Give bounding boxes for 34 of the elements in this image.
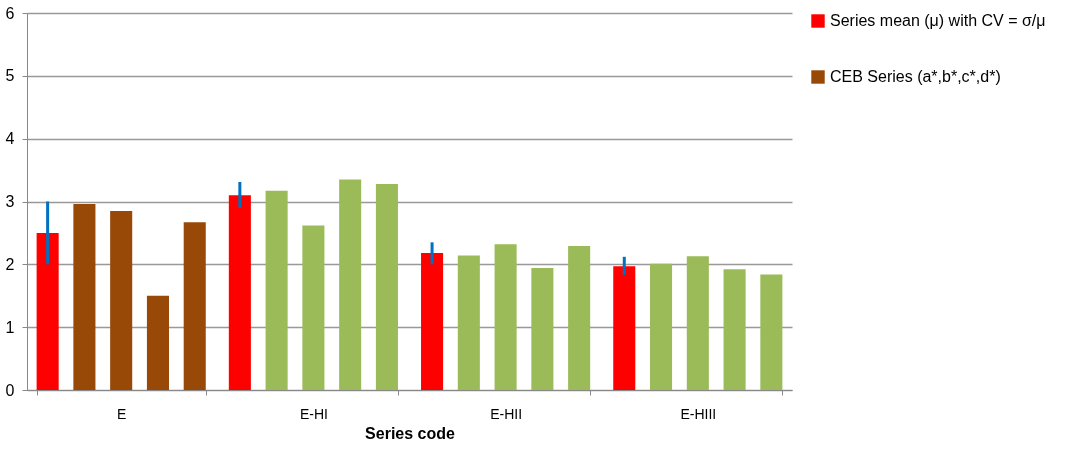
bar (110, 210, 133, 390)
y-tick-label: 3 (5, 193, 15, 210)
bar (265, 190, 288, 390)
y-tick-label: 2 (5, 255, 15, 273)
x-tick-label: E (117, 405, 127, 422)
bar (760, 274, 783, 390)
x-tick-label: E-HI (299, 405, 328, 422)
bar (650, 263, 673, 390)
x-axis-title: Series code (365, 424, 456, 442)
bar (36, 232, 59, 390)
bar (457, 255, 480, 390)
y-tick-label: 1 (5, 318, 15, 336)
bar (228, 195, 251, 390)
y-tick-label: 4 (5, 130, 15, 148)
x-tick-label: E-HII (490, 405, 523, 422)
bar (146, 295, 169, 390)
y-tick-label: 0 (5, 381, 15, 399)
bar (339, 179, 362, 390)
legend-label: Series mean (μ) with CV = σ/μ (830, 12, 1046, 29)
x-tick-label: E-HIII (680, 405, 717, 422)
bar (183, 222, 206, 390)
bar (568, 246, 591, 390)
bar (686, 256, 709, 390)
y-tick-label: 6 (5, 4, 15, 22)
bar (302, 225, 325, 390)
bar (494, 244, 517, 390)
bar (375, 183, 398, 390)
bar (421, 253, 444, 390)
bar (73, 204, 96, 390)
bar (723, 269, 746, 390)
y-tick-label: 5 (5, 67, 15, 85)
bar (613, 266, 636, 390)
bar (531, 268, 554, 390)
legend-label: CEB Series (a*,b*,c*,d*) (830, 68, 1001, 85)
